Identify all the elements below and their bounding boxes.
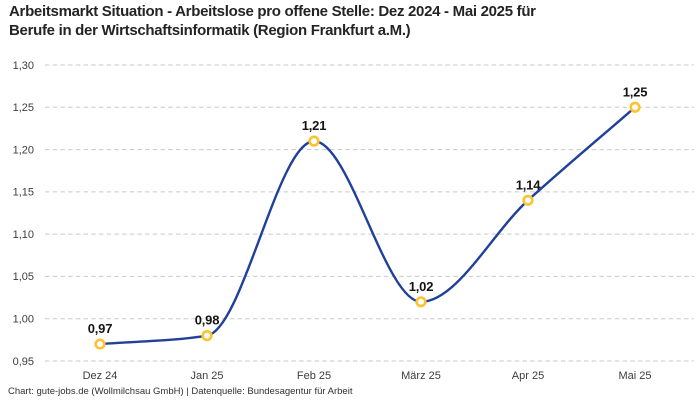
data-point-label: 1,25 [623,84,648,99]
y-tick-label: 1,05 [13,271,34,283]
x-tick-label: Feb 25 [297,370,331,382]
x-tick-label: Jan 25 [190,370,223,382]
y-tick-label: 1,30 [13,60,34,72]
data-point-label: 0,98 [195,313,220,328]
chart-title: Arbeitsmarkt Situation - Arbeitslose pro… [9,3,536,40]
chart-title-line1: Arbeitsmarkt Situation - Arbeitslose pro… [9,3,536,20]
data-point-label: 1,21 [302,118,327,133]
data-point-label: 1,14 [516,177,541,192]
y-tick-label: 0,95 [13,356,34,368]
x-tick-label: Mai 25 [618,370,651,382]
chart-title-line2: Berufe in der Wirtschaftsinformatik (Reg… [9,21,411,39]
x-tick-label: März 25 [401,370,441,382]
x-tick-label: Dez 24 [83,370,118,382]
y-tick-label: 1,25 [13,102,34,114]
y-tick-label: 1,20 [13,144,34,156]
data-point-marker [201,330,213,342]
y-tick-label: 1,00 [13,314,34,326]
chart-credit: Chart: gute-jobs.de (Wollmilchsau GmbH) … [8,386,353,397]
y-tick-label: 1,10 [13,229,34,241]
x-tick-label: Apr 25 [512,370,544,382]
data-point-marker [308,135,320,147]
trend-line [98,106,637,346]
data-point-marker [415,296,427,308]
data-point-marker [94,338,106,350]
data-point-marker [629,101,641,113]
data-point-label: 0,97 [88,321,113,336]
data-point-marker [522,194,534,206]
y-tick-label: 1,15 [13,187,34,199]
data-point-label: 1,02 [409,279,434,294]
